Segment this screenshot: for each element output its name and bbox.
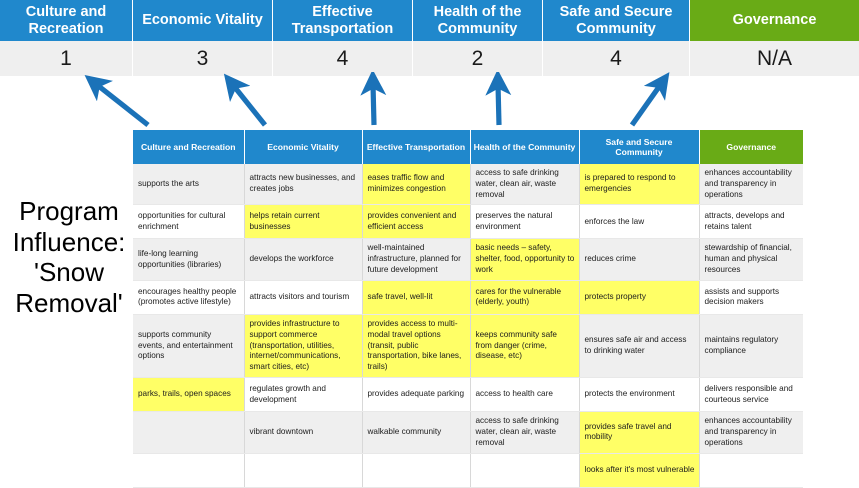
matrix-cell-empty [244,453,363,488]
matrix-cell: eases traffic flow and minimizes congest… [362,164,471,206]
summary-value-culture-and-recreation: 1 [0,41,133,76]
matrix-cell: vibrant downtown [244,411,363,454]
matrix-cell: delivers responsible and courteous servi… [699,377,803,413]
matrix-cell: encourages healthy people (promotes acti… [133,280,245,315]
matrix-cell: supports community events, and entertain… [133,314,245,379]
matrix-cell: provides infrastructure to support comme… [244,314,363,379]
matrix-cell: access to health care [470,377,580,413]
summary-header-effective-transportation: Effective Transportation [273,0,413,41]
matrix-cell-empty [362,453,471,488]
matrix-body: supports the arts attracts new businesses… [133,164,803,488]
matrix-row: encourages healthy people (promotes acti… [133,280,803,315]
matrix-cell-empty [699,453,803,488]
matrix-header-row: Culture and Recreation Economic Vitality… [133,130,803,164]
matrix-cell: regulates growth and development [244,377,363,413]
matrix-cell: life-long learning opportunities (librar… [133,238,245,281]
matrix-cell-empty [133,453,245,488]
matrix-cell: well-maintained infrastructure, planned … [362,238,471,281]
summary-value-effective-transportation: 4 [273,41,413,76]
matrix-header-safe-and-secure-community: Safe and Secure Community [579,130,700,164]
arrow-to-economic-vitality [223,73,268,127]
arrow-to-health-of-the-community [485,72,512,126]
arrow-to-effective-transportation [360,72,387,126]
program-influence-label: Program Influence: 'Snow Removal' [12,196,126,319]
matrix-header-effective-transportation: Effective Transportation [362,130,471,164]
matrix-cell: maintains regulatory compliance [699,314,803,379]
matrix-row: looks after it's most vulnerable [133,453,803,488]
summary-header-governance: Governance [690,0,859,41]
summary-value-economic-vitality: 3 [133,41,273,76]
matrix-cell: develops the workforce [244,238,363,281]
matrix-cell-empty [133,411,245,454]
summary-value-governance: N/A [690,41,859,76]
summary-header-economic-vitality: Economic Vitality [133,0,273,41]
matrix-row: vibrant downtown walkable community access… [133,411,803,454]
matrix-cell: basic needs – safety, shelter, food, opp… [470,238,580,281]
matrix-cell: stewardship of financial, human and phys… [699,238,803,281]
matrix-row: parks, trails, open spaces regulates grow… [133,377,803,413]
matrix-cell: cares for the vulnerable (elderly, youth… [470,280,580,315]
matrix-cell: enhances accountability and transparency… [699,164,803,206]
matrix-cell: parks, trails, open spaces [133,377,245,413]
scorecard-summary-bar: Culture and Recreation Economic Vitality… [0,0,859,76]
summary-header-row: Culture and Recreation Economic Vitality… [0,0,859,41]
arrow-to-culture-and-recreation [84,74,150,128]
matrix-cell: keeps community safe from danger (crime,… [470,314,580,379]
matrix-cell: looks after it's most vulnerable [579,453,700,488]
matrix-cell: provides adequate parking [362,377,471,413]
matrix-cell: protects the environment [579,377,700,413]
matrix-cell: enhances accountability and transparency… [699,411,803,454]
matrix-cell: helps retain current businesses [244,204,363,240]
matrix-row: supports the arts attracts new businesses… [133,164,803,206]
matrix-cell: is prepared to respond to emergencies [579,164,700,206]
summary-value-health-of-the-community: 2 [413,41,543,76]
summary-value-row: 1 3 4 2 4 N/A [0,41,859,76]
matrix-cell: attracts new businesses, and creates job… [244,164,363,206]
matrix-header-health-of-the-community: Health of the Community [470,130,580,164]
matrix-row: supports community events, and entertain… [133,314,803,379]
matrix-header-governance: Governance [699,130,803,164]
matrix-cell: walkable community [362,411,471,454]
matrix-row: life-long learning opportunities (librar… [133,238,803,281]
arrow-layer [84,72,670,128]
matrix-cell: access to safe drinking water, clean air… [470,411,580,454]
summary-value-safe-and-secure-community: 4 [543,41,690,76]
matrix-header-culture-and-recreation: Culture and Recreation [133,130,245,164]
matrix-cell: provides convenient and efficient access [362,204,471,240]
matrix-header-economic-vitality: Economic Vitality [244,130,363,164]
matrix-cell: safe travel, well-lit [362,280,471,315]
matrix-cell: attracts visitors and tourism [244,280,363,315]
matrix-cell: protects property [579,280,700,315]
matrix-cell: enforces the law [579,204,700,240]
matrix-cell: access to safe drinking water, clean air… [470,164,580,206]
matrix-cell: reduces crime [579,238,700,281]
summary-header-health-of-the-community: Health of the Community [413,0,543,41]
matrix-cell: opportunities for cultural enrichment [133,204,245,240]
matrix-cell: provides access to multi-modal travel op… [362,314,471,379]
strategic-outcomes-matrix: Culture and Recreation Economic Vitality… [133,130,803,488]
matrix-cell-empty [470,453,580,488]
matrix-cell: ensures safe air and access to drinking … [579,314,700,379]
summary-header-culture-and-recreation: Culture and Recreation [0,0,133,41]
matrix-cell: preserves the natural environment [470,204,580,240]
matrix-cell: assists and supports decision makers [699,280,803,315]
arrow-to-safe-and-secure-community [629,72,670,127]
matrix-cell: attracts, develops and retains talent [699,204,803,240]
matrix-cell: supports the arts [133,164,245,206]
matrix-cell: provides safe travel and mobility [579,411,700,454]
summary-header-safe-and-secure-community: Safe and Secure Community [543,0,690,41]
matrix-row: opportunities for cultural enrichment hel… [133,204,803,240]
